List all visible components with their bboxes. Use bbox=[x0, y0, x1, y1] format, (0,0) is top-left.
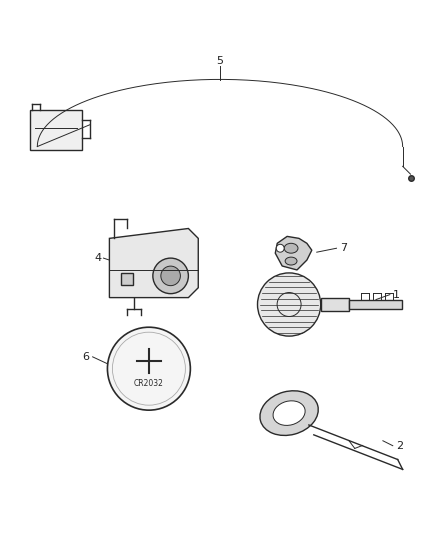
Text: 1: 1 bbox=[393, 289, 400, 300]
Text: 2: 2 bbox=[396, 441, 403, 451]
Ellipse shape bbox=[285, 257, 297, 265]
Ellipse shape bbox=[260, 391, 318, 435]
Polygon shape bbox=[275, 237, 312, 270]
Polygon shape bbox=[110, 229, 198, 297]
FancyBboxPatch shape bbox=[349, 300, 402, 310]
Ellipse shape bbox=[273, 401, 305, 425]
Circle shape bbox=[107, 327, 191, 410]
Circle shape bbox=[276, 244, 284, 252]
Circle shape bbox=[277, 293, 301, 317]
Text: 4: 4 bbox=[94, 253, 102, 263]
Ellipse shape bbox=[284, 243, 298, 253]
Circle shape bbox=[258, 273, 321, 336]
FancyBboxPatch shape bbox=[121, 273, 133, 285]
Circle shape bbox=[161, 266, 180, 286]
FancyBboxPatch shape bbox=[321, 297, 349, 311]
Text: 7: 7 bbox=[340, 243, 348, 253]
Circle shape bbox=[153, 258, 188, 294]
FancyBboxPatch shape bbox=[30, 110, 82, 149]
Text: 6: 6 bbox=[83, 352, 90, 362]
Circle shape bbox=[113, 332, 185, 405]
Text: 5: 5 bbox=[216, 55, 223, 66]
Text: CR2032: CR2032 bbox=[134, 378, 164, 387]
